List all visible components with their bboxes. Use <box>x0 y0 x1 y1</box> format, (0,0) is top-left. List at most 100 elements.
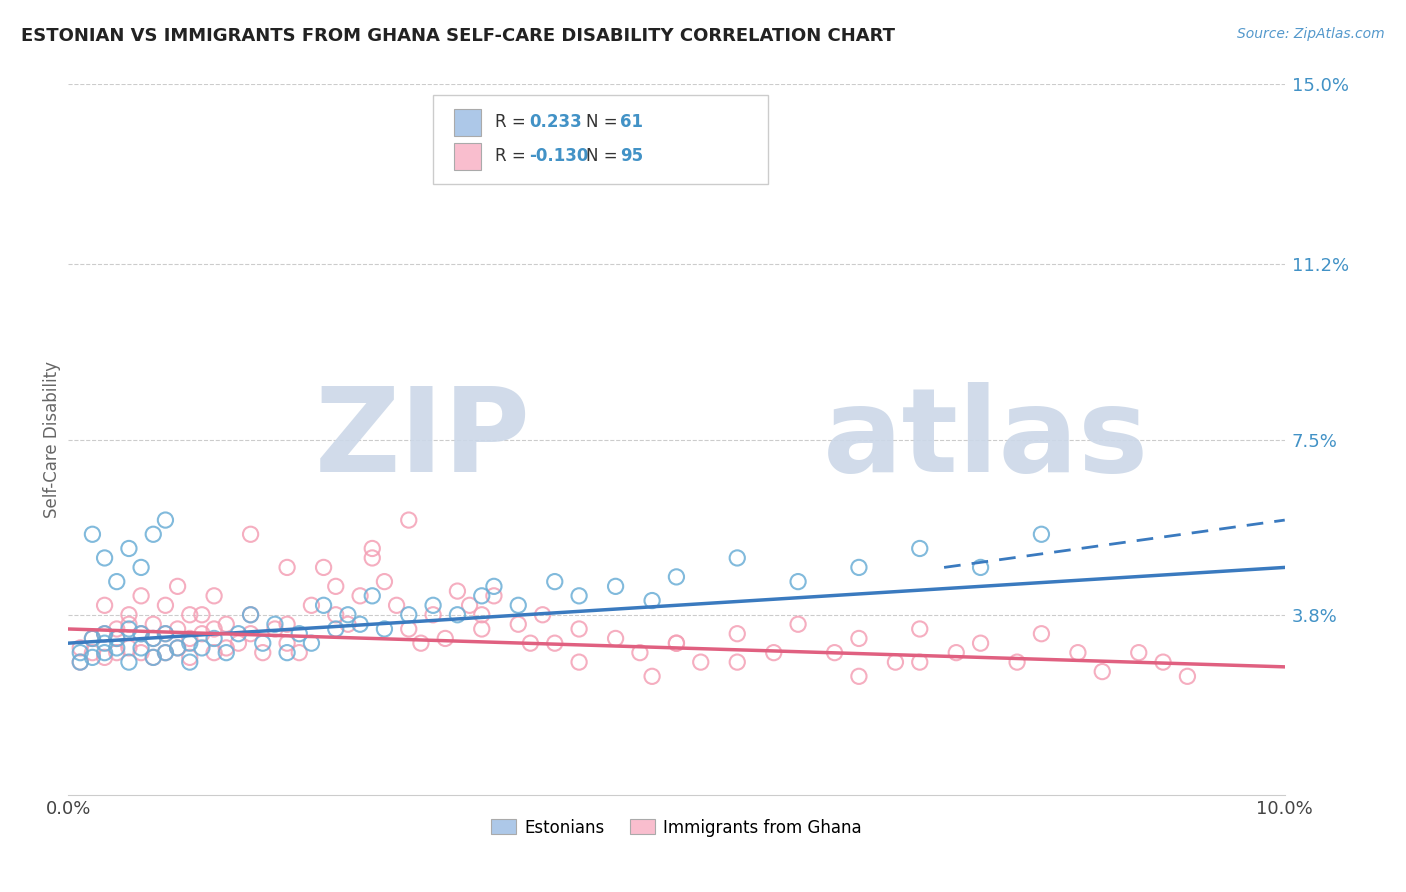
Point <box>544 574 567 589</box>
Point <box>325 607 347 622</box>
Point <box>105 632 128 646</box>
Point <box>202 589 225 603</box>
Point <box>191 640 214 655</box>
Point <box>605 579 627 593</box>
Point <box>568 589 591 603</box>
Point <box>641 669 664 683</box>
Point <box>252 636 274 650</box>
Point <box>105 622 128 636</box>
Point <box>118 622 141 636</box>
Point <box>1031 527 1053 541</box>
FancyBboxPatch shape <box>454 109 481 136</box>
Point <box>191 626 214 640</box>
Point <box>361 541 384 556</box>
Point <box>848 632 870 646</box>
Point <box>166 640 188 655</box>
Point <box>179 607 201 622</box>
Point <box>93 626 115 640</box>
Point <box>202 622 225 636</box>
Point <box>276 636 298 650</box>
Point <box>568 622 591 636</box>
Point <box>166 622 188 636</box>
Point <box>82 646 104 660</box>
Point <box>848 669 870 683</box>
Point <box>166 579 188 593</box>
Point <box>276 617 298 632</box>
Point <box>471 622 494 636</box>
Point <box>239 607 262 622</box>
Point <box>155 646 177 660</box>
Point <box>155 513 177 527</box>
Point <box>239 626 262 640</box>
Point <box>349 617 371 632</box>
Point <box>824 646 846 660</box>
Point <box>336 617 359 632</box>
Point <box>179 650 201 665</box>
Point <box>725 551 748 566</box>
Point <box>288 626 311 640</box>
Text: 61: 61 <box>620 113 644 131</box>
Point <box>82 632 104 646</box>
Point <box>179 655 201 669</box>
Point <box>945 646 967 660</box>
Point <box>239 527 262 541</box>
Point <box>93 626 115 640</box>
Point <box>179 636 201 650</box>
Text: N =: N = <box>586 147 623 165</box>
Point <box>288 646 311 660</box>
Point <box>228 626 250 640</box>
Point <box>155 599 177 613</box>
Point <box>1031 626 1053 640</box>
Point <box>762 646 785 660</box>
Point <box>628 646 651 660</box>
Point <box>361 551 384 566</box>
Point <box>665 636 688 650</box>
Point <box>142 617 165 632</box>
Point <box>166 640 188 655</box>
Point <box>373 574 395 589</box>
Point <box>118 640 141 655</box>
Point <box>142 650 165 665</box>
Point <box>458 599 481 613</box>
Point <box>508 599 530 613</box>
Legend: Estonians, Immigrants from Ghana: Estonians, Immigrants from Ghana <box>485 812 869 843</box>
Point <box>276 560 298 574</box>
Point <box>568 655 591 669</box>
FancyBboxPatch shape <box>454 143 481 169</box>
Point <box>336 607 359 622</box>
Point <box>373 622 395 636</box>
Point <box>969 636 991 650</box>
Point <box>446 584 468 599</box>
Point <box>118 607 141 622</box>
Point <box>129 646 152 660</box>
Point <box>848 560 870 574</box>
Point <box>155 626 177 640</box>
Point <box>725 626 748 640</box>
Point <box>69 655 91 669</box>
Point <box>908 622 931 636</box>
Text: ESTONIAN VS IMMIGRANTS FROM GHANA SELF-CARE DISABILITY CORRELATION CHART: ESTONIAN VS IMMIGRANTS FROM GHANA SELF-C… <box>21 27 896 45</box>
Point <box>202 632 225 646</box>
Point <box>884 655 907 669</box>
Point <box>105 640 128 655</box>
Point <box>508 617 530 632</box>
Point <box>349 589 371 603</box>
Point <box>605 632 627 646</box>
Point <box>665 636 688 650</box>
Point <box>531 607 554 622</box>
Point <box>398 622 420 636</box>
Point <box>665 570 688 584</box>
Point <box>239 607 262 622</box>
Point <box>82 632 104 646</box>
Point <box>471 589 494 603</box>
Text: 0.233: 0.233 <box>529 113 582 131</box>
Point <box>69 640 91 655</box>
Point <box>787 617 810 632</box>
Text: ZIP: ZIP <box>315 382 530 497</box>
Text: R =: R = <box>495 147 531 165</box>
Text: R =: R = <box>495 113 531 131</box>
Point <box>482 579 505 593</box>
Point <box>1177 669 1199 683</box>
Point <box>299 599 322 613</box>
Point <box>641 593 664 607</box>
